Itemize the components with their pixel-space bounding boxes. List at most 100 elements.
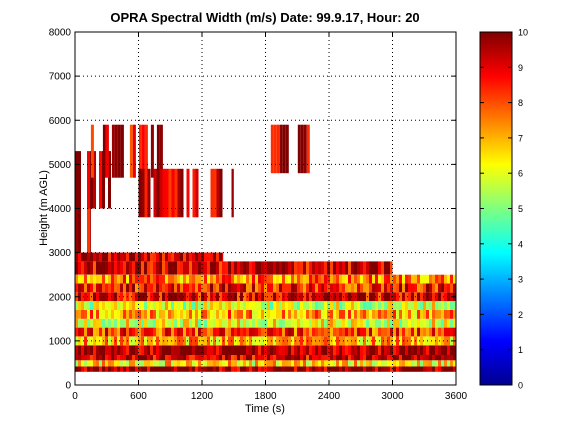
heatmap-cell-6 — [252, 318, 255, 328]
heatmap-cell-2 — [399, 355, 402, 361]
heatmap-cell-3 — [339, 345, 342, 355]
heatmap-cell-9 — [321, 292, 324, 302]
y-tick-label: 3000 — [49, 248, 72, 259]
heatmap-cell-11 — [165, 274, 168, 284]
heatmap-cell-10 — [150, 283, 153, 293]
heatmap-cell-1 — [453, 360, 456, 367]
heatmap-cell-5 — [315, 327, 318, 337]
heatmap-cell-10 — [354, 283, 357, 293]
heatmap-cell-7 — [423, 310, 426, 319]
heatmap-cell-1 — [216, 360, 219, 367]
heatmap-cell-12 — [240, 261, 243, 275]
heatmap-cell-9 — [336, 292, 339, 302]
heatmap-cell-4 — [285, 336, 288, 346]
heatmap-cell-12 — [279, 261, 282, 275]
heatmap-cell-12 — [174, 261, 177, 275]
heatmap-cell-7 — [381, 310, 384, 319]
heatmap-cell-5 — [261, 327, 264, 337]
heatmap-cell-6 — [354, 318, 357, 328]
heatmap-cell-9 — [423, 292, 426, 302]
heatmap-cell-4 — [207, 336, 210, 346]
heatmap-cell-8 — [336, 301, 339, 310]
heatmap-cell-11 — [84, 274, 87, 284]
heatmap-cell-12 — [162, 261, 165, 275]
heatmap-cell-10 — [219, 283, 222, 293]
heatmap-cell-8 — [267, 301, 270, 310]
heatmap-cell-8 — [351, 301, 354, 310]
heatmap-cell-9 — [240, 292, 243, 302]
heatmap-cell-3 — [399, 345, 402, 355]
heatmap-cell-11 — [315, 274, 318, 284]
heatmap-cell-10 — [336, 283, 339, 293]
heatmap-cell-6 — [393, 318, 396, 328]
heatmap-cell-2 — [435, 355, 438, 361]
heatmap-cell-3 — [342, 345, 345, 355]
heatmap-cell-12 — [351, 261, 354, 275]
heatmap-cell-1 — [312, 360, 315, 367]
heatmap-cell-2 — [372, 355, 375, 361]
heatmap-cell-2 — [414, 355, 417, 361]
heatmap-cell-0 — [324, 366, 327, 372]
heatmap-cell-2 — [99, 355, 102, 361]
heatmap-cell-1 — [309, 360, 312, 367]
heatmap-cell-2 — [138, 355, 141, 361]
heatmap-cell-12 — [228, 261, 231, 275]
heatmap-cell-10 — [105, 283, 108, 293]
heatmap-cell-6 — [321, 318, 324, 328]
heatmap-cell-11 — [429, 274, 432, 284]
heatmap-cell-10 — [102, 283, 105, 293]
heatmap-cell-11 — [78, 274, 81, 284]
heatmap-cell-6 — [330, 318, 333, 328]
heatmap-cell-10 — [369, 283, 372, 293]
heatmap-cell-7 — [378, 310, 381, 319]
heatmap-cell-10 — [204, 283, 207, 293]
heatmap-cell-8 — [288, 301, 291, 310]
heatmap-cell-11 — [354, 274, 357, 284]
heatmap-cell-18 — [297, 124, 301, 174]
heatmap-cell-4 — [441, 336, 444, 346]
heatmap-cell-3 — [264, 345, 267, 355]
heatmap-cell-1 — [192, 360, 195, 367]
heatmap-cell-0 — [330, 366, 333, 372]
heatmap-cell-0 — [291, 366, 294, 372]
heatmap-cell-13 — [138, 252, 141, 262]
heatmap-cell-8 — [405, 301, 408, 310]
heatmap-cell-10 — [339, 283, 342, 293]
heatmap-cell-4 — [267, 336, 270, 346]
heatmap-cell-3 — [240, 345, 243, 355]
heatmap-cell-9 — [111, 292, 114, 302]
heatmap-cell-2 — [267, 355, 270, 361]
heatmap-cell-4 — [171, 336, 174, 346]
heatmap-cell-2 — [153, 355, 156, 361]
heatmap-cell-7 — [153, 310, 156, 319]
heatmap-cell-17 — [180, 168, 184, 218]
heatmap-cell-0 — [195, 366, 198, 372]
heatmap-cell-6 — [90, 318, 93, 328]
heatmap-cell-2 — [147, 355, 150, 361]
heatmap-cell-6 — [120, 318, 123, 328]
heatmap-cell-2 — [219, 355, 222, 361]
heatmap-cell-6 — [108, 318, 111, 328]
heatmap-cell-7 — [171, 310, 174, 319]
heatmap-cell-2 — [225, 355, 228, 361]
heatmap-cell-9 — [408, 292, 411, 302]
heatmap-cell-1 — [231, 360, 234, 367]
heatmap-cell-6 — [336, 318, 339, 328]
heatmap-cell-6 — [324, 318, 327, 328]
heatmap-cell-2 — [117, 355, 120, 361]
heatmap-cell-1 — [177, 360, 180, 367]
heatmap-cell-6 — [153, 318, 156, 328]
x-tick-label: 3000 — [381, 391, 404, 402]
heatmap-cell-5 — [258, 327, 261, 337]
heatmap-cell-11 — [369, 274, 372, 284]
heatmap-cell-11 — [228, 274, 231, 284]
heatmap-cell-17 — [156, 168, 160, 218]
heatmap-cell-10 — [429, 283, 432, 293]
heatmap-cell-13 — [78, 252, 81, 262]
heatmap-cell-3 — [303, 345, 306, 355]
x-tick-label: 0 — [72, 391, 78, 402]
heatmap-cell-8 — [234, 301, 237, 310]
heatmap-cell-8 — [177, 301, 180, 310]
heatmap-cell-3 — [393, 345, 396, 355]
heatmap-cell-1 — [378, 360, 381, 367]
